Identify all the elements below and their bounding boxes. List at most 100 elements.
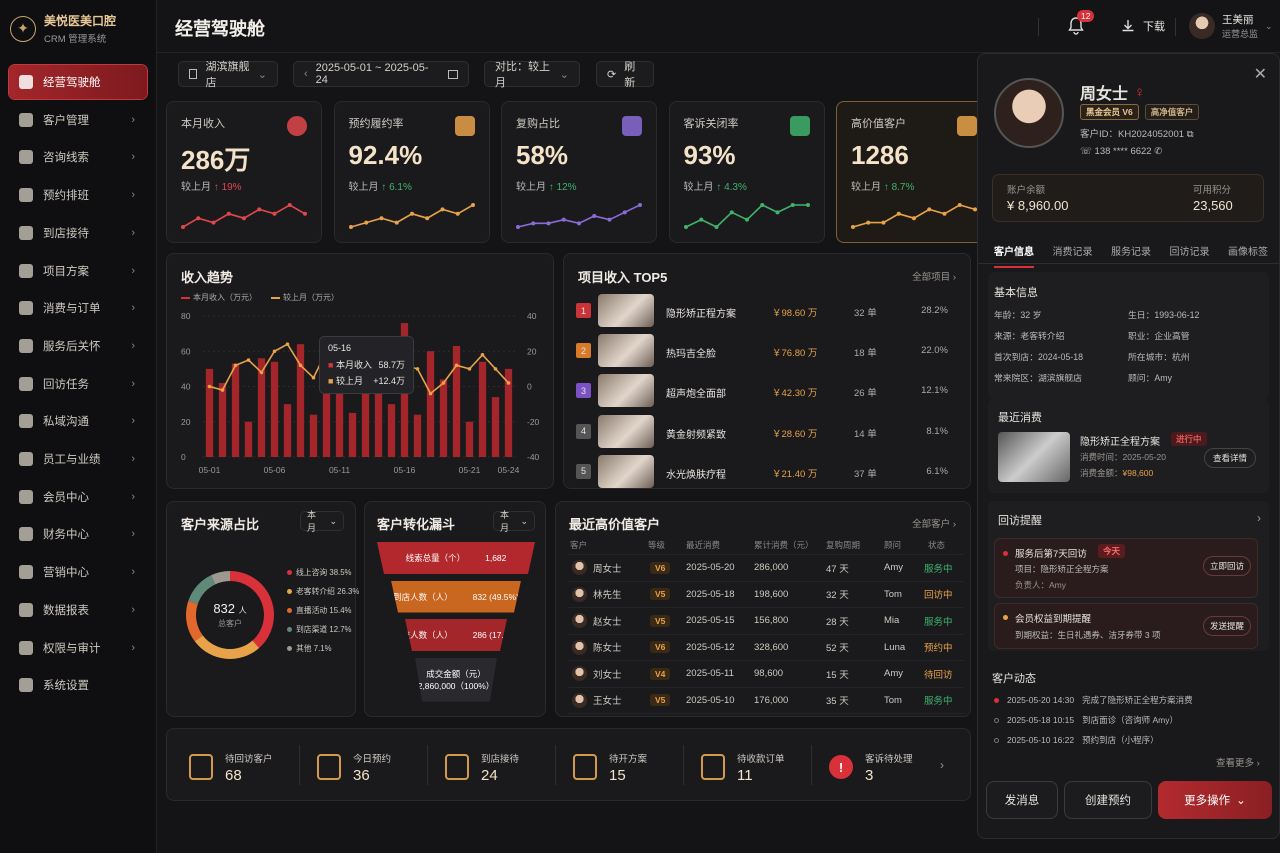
y-right-tick: -40 [527,452,540,462]
view-detail-button[interactable]: 查看详情 [1204,448,1256,468]
tab-1[interactable]: 消费记录 [1052,247,1093,258]
cell-total: 98,600 [754,668,784,680]
user-menu[interactable]: 王美丽 运营总监 ⌄ [1189,12,1273,40]
cell-date: 2025-05-15 [686,615,735,627]
table-row[interactable]: 赵女士 V5 2025-05-15 156,800 28 天 Mia 服务中 [568,608,964,635]
sidebar-item-7[interactable]: 服务后关怀 › [9,329,147,363]
kpi-card[interactable]: 预约履约率 92.4% 较上月 ↑ 6.1% [333,101,490,243]
sidebar-item-14[interactable]: 数据报表 › [9,593,147,627]
kpi-card[interactable]: 客诉关闭率 93% 较上月 ↑ 4.3% [668,101,825,243]
line-point [428,391,433,396]
kpi-card[interactable]: 本月收入 286万 较上月 ↑ 19% [166,101,322,243]
sidebar-item-12[interactable]: 财务中心 › [9,517,147,551]
kpi-label: 复购占比 [516,118,560,130]
chevron-right-icon[interactable]: › [1257,511,1261,525]
tab-0[interactable]: 客户信息 [994,243,1034,268]
all-customers-link[interactable]: 全部客户 › [912,519,956,530]
sidebar-item-5[interactable]: 项目方案 › [9,254,147,288]
sidebar-item-8[interactable]: 回访任务 › [9,367,147,401]
todo-label: 今日预约 [353,753,392,765]
top5-row[interactable]: 4 黄金射频紧致 ￥28.60 万 14 单 8.1% [564,414,972,451]
all-projects-link[interactable]: 全部项目 › [912,272,956,283]
todo-item[interactable]: ! 客诉待处理 3 [829,747,913,787]
project-pct: 6.1% [926,465,948,477]
x-tick: 05-01 [199,465,221,475]
close-icon[interactable]: ✕ [1253,66,1267,83]
table-row[interactable]: 陈女士 V6 2025-05-12 328,600 52 天 Luna 预约中 [568,635,964,661]
bar [309,414,318,457]
top5-row[interactable]: 2 热玛吉全脸 ￥76.80 万 18 单 22.0% [564,334,972,370]
refresh-button[interactable]: ⟳ 刷新 [596,61,654,89]
funnel-stage[interactable]: 成交人数（人） 286 (17.0%) [405,619,507,651]
create-appointment-button[interactable]: 创建预约 [1064,781,1152,819]
top5-row[interactable]: 5 水光焕肤疗程 ￥21.40 万 37 单 6.1% [564,454,972,491]
status-badge: 回访中 [924,590,953,602]
vip-title: 最近高价值客户 [569,517,661,532]
sidebar-item-11[interactable]: 会员中心 › [9,480,147,514]
todo-item[interactable]: 待回访客户 68 [189,747,273,787]
see-more-link[interactable]: 查看更多 › [1216,758,1260,769]
send-message-button[interactable]: 发消息 [986,781,1058,819]
store-select[interactable]: 湖滨旗舰店 ⌄ [178,61,278,89]
tab-4[interactable]: 画像标签 [1228,247,1268,258]
chevron-right-icon[interactable]: › [940,758,944,772]
date-range-picker[interactable]: ‹ 2025-05-01 ~ 2025-05-24 [293,61,469,87]
funnel-period-select[interactable]: 本月 ⌄ [493,510,535,533]
bar [413,414,422,457]
order-icon [19,301,33,316]
compare-select[interactable]: 对比：较上月 ⌄ [484,61,580,89]
user-icon [19,112,33,127]
sidebar-item-13[interactable]: 营销中心 › [9,555,147,589]
rank-badge: 5 [576,463,591,479]
source-period-select[interactable]: 本月 ⌄ [300,510,344,533]
sidebar-item-0[interactable]: 经营驾驶舱 [9,65,147,99]
sidebar-item-15[interactable]: 权限与审计 › [9,631,147,665]
project-thumbnail [598,334,654,368]
project-pct: 22.0% [921,345,948,357]
kpi-value: 286万 [181,145,251,175]
more-actions-button[interactable]: 更多操作 ⌄ [1158,781,1272,819]
funnel-title: 客户转化漏斗 [377,517,456,532]
todo-item[interactable]: 今日预约 36 [317,747,391,787]
shield-check-icon [789,116,810,136]
kpi-card[interactable]: 高价值客户 1286 较上月 ↑ 8.7% [836,101,992,243]
sidebar-item-2[interactable]: 咨询线索 › [9,140,147,174]
sidebar-item-3[interactable]: 预约排班 › [9,178,147,212]
notification-button[interactable]: 12 [1066,10,1095,39]
download-button[interactable]: 下载 [1120,18,1165,34]
project-thumbnail [598,294,654,327]
funnel-stage[interactable]: 到店人数（人） 832 (49.5%) [391,580,521,613]
reminder-action-button[interactable]: 发送提醒 [1203,616,1251,636]
top5-row[interactable]: 1 隐形矫正程方案 ￥98.60 万 32 单 28.2% [564,294,972,330]
top5-row[interactable]: 3 超声炮全面部 ￥42.30 万 26 单 12.1% [564,374,972,410]
sidebar-item-label: 预约排班 [43,190,89,203]
table-row[interactable]: 周女士 V6 2025-05-20 286,000 47 天 Amy 服务中 [568,555,964,582]
funnel-label: 到店人数（人） [393,591,453,602]
funnel-stage[interactable]: 成交金额（元） 2,860,000（100%） [415,657,497,702]
sidebar-item-9[interactable]: 私域沟通 › [9,404,147,438]
tab-2[interactable]: 服务记录 [1111,247,1151,258]
tab-3[interactable]: 回访记录 [1169,247,1210,258]
refresh-icon: ⟳ [607,68,617,81]
sidebar-item-16[interactable]: 系统设置 [9,668,147,702]
reminder-action-button[interactable]: 立即回访 [1203,556,1251,576]
line-point [285,342,290,346]
report-icon [19,602,33,617]
sidebar-item-1[interactable]: 客户管理 › [9,103,147,137]
funnel-value: 2,860,000（100%） [417,680,495,691]
sidebar-item-4[interactable]: 到店接待 › [9,216,147,250]
line-point [311,375,316,380]
table-row[interactable]: 王女士 V5 2025-05-10 176,000 35 天 Tom 服务中 [568,688,964,714]
todo-item[interactable]: 待收款订单 11 [701,747,785,787]
todo-item[interactable]: 待开方案 15 [573,747,647,787]
todo-item[interactable]: 到店接待 24 [445,747,519,787]
sidebar-item-6[interactable]: 消费与订单 › [9,291,147,325]
kpi-card[interactable]: 复购占比 58% 较上月 ↑ 12% [501,101,657,243]
cell-advisor: Amy [884,668,903,680]
project-amount: ￥76.80 万 [772,348,818,360]
table-row[interactable]: 刘女士 V4 2025-05-11 98,600 15 天 Amy 待回访 [568,661,964,688]
table-row[interactable]: 林先生 V5 2025-05-18 198,600 32 天 Tom 回访中 [568,582,964,608]
funnel-stage[interactable]: 线索总量（个） 1,682 [377,542,535,574]
y-left-tick: 80 [181,311,191,321]
sidebar-item-10[interactable]: 员工与业绩 › [9,442,147,476]
